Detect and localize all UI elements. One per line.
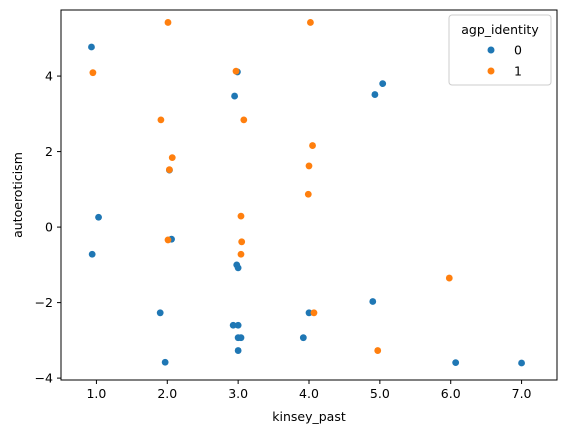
data-point-series-0-15 [234, 347, 242, 354]
legend-box [448, 14, 552, 86]
data-point-series-0-2 [95, 213, 102, 221]
data-point-series-1-2 [164, 19, 172, 26]
x-tick-label: 5.0 [370, 386, 390, 401]
legend-marker-series-1 [487, 67, 495, 75]
data-point-series-0-19 [371, 91, 379, 98]
x-tick-label: 6.0 [441, 386, 461, 401]
data-point-series-1-16 [374, 347, 382, 354]
legend-label-series-0: 0 [514, 43, 522, 58]
x-axis-label: kinsey_past [272, 409, 346, 424]
data-point-series-0-0 [88, 43, 95, 51]
data-points [88, 19, 525, 367]
x-axis-ticks: 1.0 2.0 3.0 4.0 5.0 6.0 7.0 [86, 380, 532, 401]
y-tick-label: 0 [45, 220, 53, 235]
data-point-series-1-9 [237, 250, 245, 258]
y-axis-label: autoeroticism [10, 152, 25, 238]
data-point-series-1-14 [304, 190, 312, 198]
y-axis-ticks: −4 −2 0 2 4 [35, 69, 61, 386]
legend-marker-series-0 [487, 46, 495, 54]
data-point-series-0-10 [234, 264, 242, 272]
data-point-series-1-1 [157, 116, 165, 124]
data-point-series-1-3 [166, 166, 173, 174]
x-tick-label: 7.0 [512, 386, 532, 401]
data-point-series-1-0 [89, 69, 97, 77]
data-point-series-0-7 [231, 92, 239, 100]
data-point-series-0-4 [161, 358, 169, 366]
data-point-series-0-17 [305, 309, 313, 317]
data-point-series-0-14 [237, 334, 245, 342]
x-tick-label: 4.0 [299, 386, 319, 401]
data-point-series-1-6 [232, 67, 240, 75]
data-point-series-0-20 [379, 80, 387, 88]
data-point-series-1-15 [310, 309, 318, 317]
data-point-series-1-7 [237, 212, 245, 220]
data-point-series-1-12 [309, 142, 316, 149]
legend-title: agp_identity [461, 22, 539, 37]
data-point-series-0-16 [299, 334, 307, 342]
x-tick-label: 1.0 [86, 386, 106, 401]
x-tick-label: 3.0 [228, 386, 248, 401]
data-point-series-0-12 [234, 321, 242, 329]
data-point-series-1-5 [164, 236, 172, 244]
data-point-series-1-8 [238, 238, 246, 246]
data-point-series-1-4 [168, 154, 176, 162]
legend: agp_identity 0 1 [448, 14, 552, 86]
legend-label-series-1: 1 [514, 64, 522, 79]
data-point-series-1-13 [305, 162, 313, 170]
y-tick-label: −4 [35, 371, 53, 386]
data-point-series-0-3 [156, 309, 164, 317]
x-tick-label: 2.0 [157, 386, 177, 401]
data-point-series-0-22 [518, 359, 525, 367]
data-point-series-0-21 [452, 359, 460, 367]
y-tick-label: 4 [45, 69, 53, 84]
data-point-series-1-11 [307, 19, 314, 26]
data-point-series-0-11 [229, 321, 237, 329]
data-point-series-0-18 [369, 298, 377, 305]
data-point-series-0-1 [88, 250, 96, 258]
y-tick-label: 2 [45, 144, 53, 159]
y-tick-label: −2 [35, 295, 53, 310]
data-point-series-1-10 [240, 116, 248, 124]
data-point-series-1-17 [445, 274, 453, 282]
